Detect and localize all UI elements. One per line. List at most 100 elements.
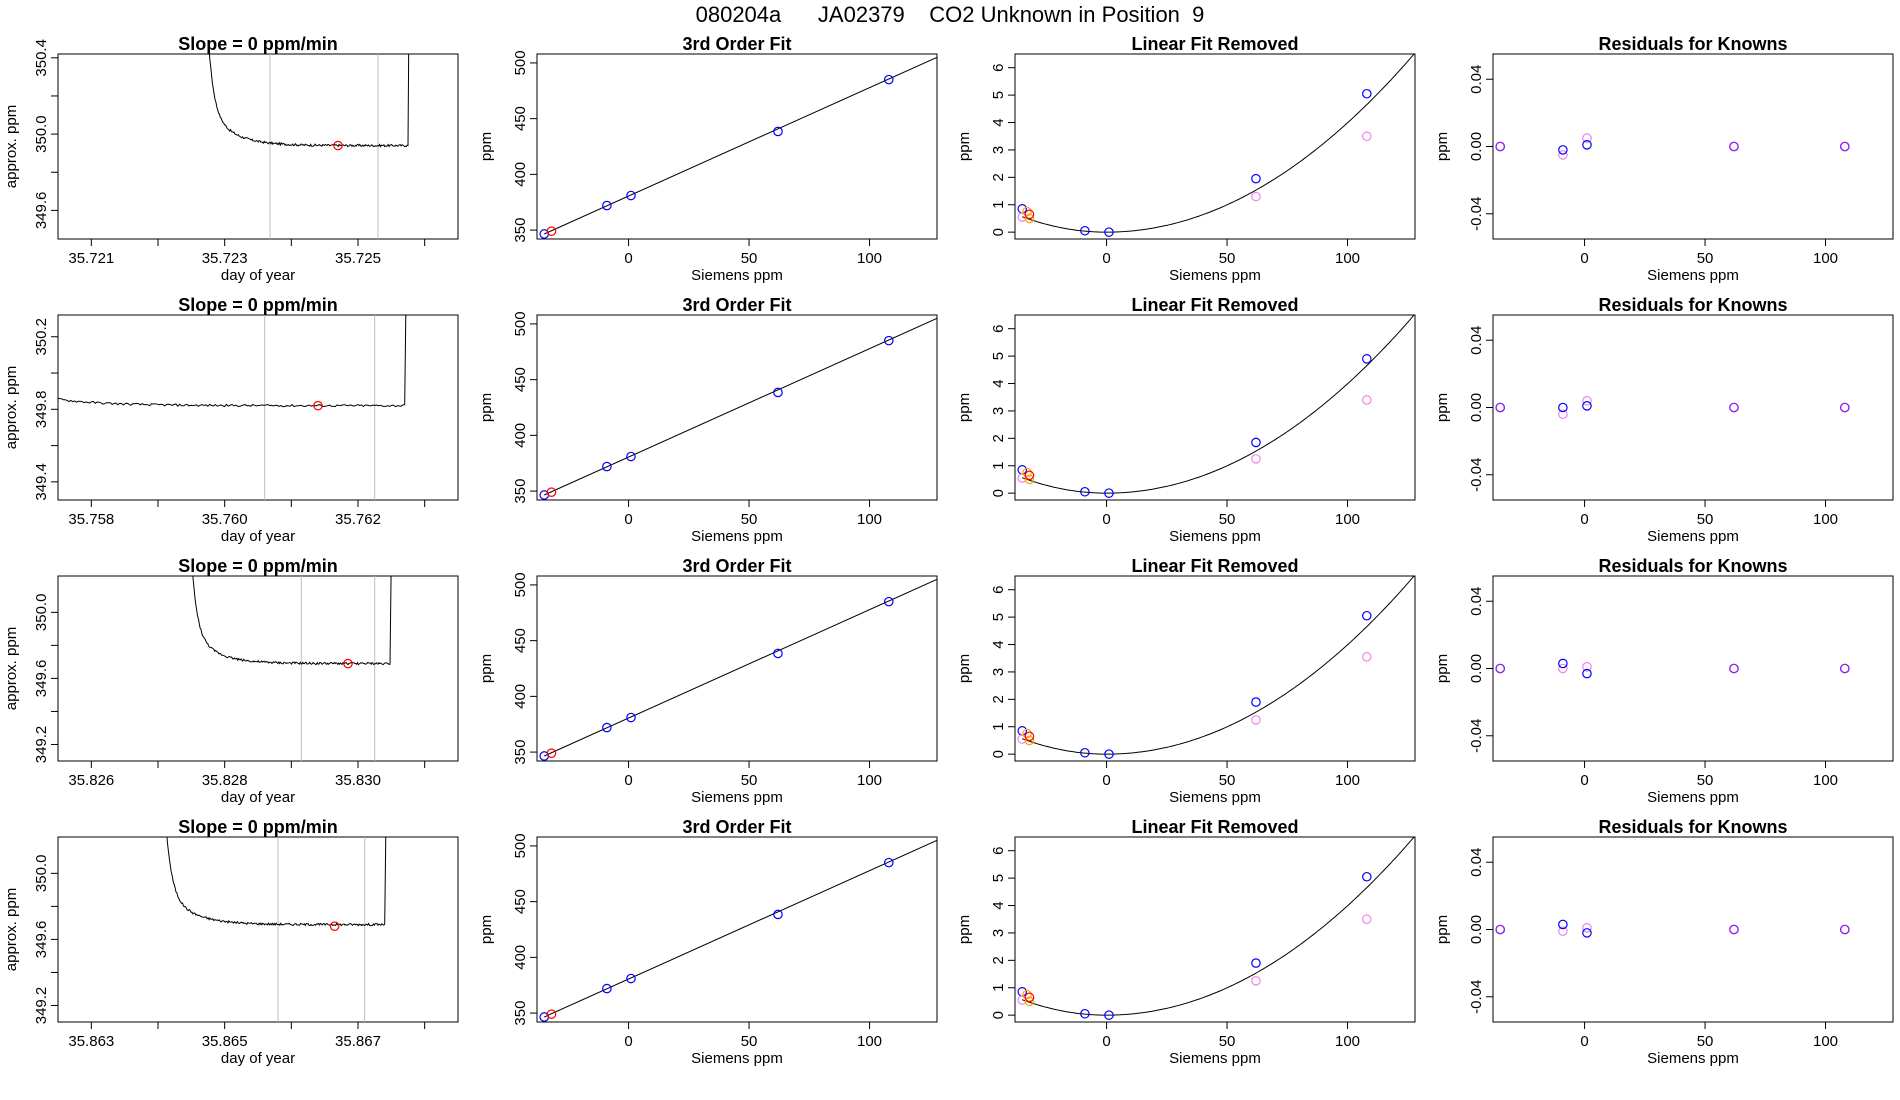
y-tick-label: 2 bbox=[990, 695, 1007, 703]
unknown-mean-marker bbox=[343, 658, 353, 669]
y-axis-label: approx. ppm bbox=[3, 366, 20, 449]
orange-point bbox=[1024, 474, 1035, 485]
unknown-point bbox=[546, 226, 557, 236]
plot-area bbox=[1017, 576, 1415, 759]
plot-frame bbox=[57, 836, 459, 1023]
panel-title: 3rd Order Fit bbox=[682, 34, 791, 54]
y-tick-label: -0.04 bbox=[1468, 980, 1485, 1014]
x-axis-label: Siemens ppm bbox=[691, 528, 783, 545]
previous-fit-point bbox=[1362, 652, 1372, 662]
y-tick-label: 5 bbox=[990, 91, 1007, 99]
plot-area bbox=[1495, 395, 1850, 420]
y-axis: 349.4 349.8 350.2 approx. ppm bbox=[3, 318, 58, 501]
x-tick-label: 0 bbox=[1580, 1033, 1588, 1050]
y-tick-label: 450 bbox=[512, 628, 529, 653]
standard-point bbox=[1362, 88, 1372, 99]
y-tick-label: 2 bbox=[990, 434, 1007, 442]
residual-point bbox=[1558, 145, 1568, 155]
y-axis-label: ppm bbox=[478, 654, 495, 683]
y-axis: 349.2 349.6 350.0 approx. ppm bbox=[3, 594, 58, 763]
x-tick-label: 50 bbox=[1697, 1033, 1714, 1050]
standard-point bbox=[1017, 987, 1028, 997]
panel-linear-row3: Linear Fit Removed 0 50 100 Siemens ppm 0 1 2 3 4… bbox=[956, 556, 1416, 806]
standard-point bbox=[1104, 1010, 1114, 1020]
x-tick-label: 100 bbox=[857, 511, 882, 528]
residual-curve bbox=[1022, 576, 1415, 755]
residual-point-alt bbox=[1582, 662, 1592, 672]
y-tick-label: 3 bbox=[990, 146, 1007, 154]
y-tick-label: 4 bbox=[990, 379, 1007, 387]
plot-area bbox=[1495, 658, 1850, 679]
residual-point-overlap bbox=[1495, 663, 1506, 674]
y-tick-label: 349.6 bbox=[33, 660, 50, 698]
x-tick-label: 100 bbox=[1335, 250, 1360, 267]
panel-title: Residuals for Knowns bbox=[1598, 34, 1787, 54]
y-axis: -0.04 0.00 0.04 ppm bbox=[1434, 65, 1493, 231]
y-tick-label: 0.00 bbox=[1468, 393, 1485, 422]
panel-title: Slope = 0 ppm/min bbox=[178, 295, 338, 315]
residual-point-alt bbox=[1582, 923, 1592, 933]
panel-timeseries-row2: Slope = 0 ppm/min 35.758 35.760 35.762 day o… bbox=[3, 295, 459, 545]
y-tick-label: 0 bbox=[990, 1011, 1007, 1019]
plot-area bbox=[539, 578, 937, 761]
x-axis-label: day of year bbox=[221, 789, 295, 806]
y-axis-label: ppm bbox=[1434, 393, 1451, 422]
panel-fit-row3: 3rd Order Fit 0 50 100 Siemens ppm 350 400 450 5… bbox=[478, 556, 938, 806]
x-tick-label: 35.830 bbox=[335, 772, 381, 789]
orange-point bbox=[1024, 735, 1035, 746]
standard-point bbox=[1104, 749, 1114, 759]
standard-point bbox=[1017, 465, 1028, 475]
panel-title: Residuals for Knowns bbox=[1598, 817, 1787, 837]
plot-frame bbox=[57, 314, 459, 501]
x-tick-label: 35.828 bbox=[202, 772, 248, 789]
plot-area bbox=[539, 317, 937, 500]
residual-point bbox=[1582, 928, 1592, 938]
panel-residual-row1: Residuals for Knowns 0 50 100 Siemens ppm -0.… bbox=[1434, 34, 1894, 284]
page-title: 080204a JA02379 CO2 Unknown in Position … bbox=[695, 2, 1205, 27]
plot-frame bbox=[1014, 53, 1416, 240]
x-tick-label: 100 bbox=[1335, 1033, 1360, 1050]
x-axis: 35.758 35.760 35.762 day of year bbox=[68, 500, 426, 545]
y-axis: 350 400 450 500 ppm bbox=[478, 833, 537, 1026]
x-tick-label: 35.867 bbox=[335, 1033, 381, 1050]
y-tick-label: 500 bbox=[512, 833, 529, 858]
x-tick-label: 35.723 bbox=[202, 250, 248, 267]
y-tick-label: 500 bbox=[512, 572, 529, 597]
panel-title: 3rd Order Fit bbox=[682, 295, 791, 315]
unknown-point bbox=[1024, 731, 1035, 742]
residual-point-overlap bbox=[1840, 141, 1850, 152]
residual-point-overlap bbox=[1729, 663, 1739, 674]
y-tick-label: -0.04 bbox=[1468, 458, 1485, 492]
x-tick-label: 100 bbox=[857, 772, 882, 789]
y-axis-label: ppm bbox=[956, 393, 973, 422]
residual-point-alt bbox=[1558, 409, 1568, 420]
residual-curve bbox=[1022, 837, 1415, 1016]
fit-curve bbox=[544, 56, 937, 235]
unknown-point bbox=[546, 487, 557, 497]
x-tick-label: 50 bbox=[741, 1033, 758, 1050]
y-tick-label: 0.00 bbox=[1468, 132, 1485, 161]
x-tick-label: 35.865 bbox=[202, 1033, 248, 1050]
standard-point bbox=[773, 909, 783, 920]
x-axis: 35.826 35.828 35.830 day of year bbox=[68, 761, 426, 806]
x-tick-label: 35.863 bbox=[68, 1033, 114, 1050]
y-tick-label: 1 bbox=[990, 462, 1007, 470]
residual-point-alt bbox=[1558, 926, 1568, 936]
y-axis: -0.04 0.00 0.04 ppm bbox=[1434, 848, 1493, 1014]
x-axis: 35.863 35.865 35.867 day of year bbox=[68, 1022, 426, 1067]
residual-point-overlap bbox=[1840, 663, 1850, 674]
x-axis: 0 50 100 Siemens ppm bbox=[624, 239, 882, 284]
panel-fit-row4: 3rd Order Fit 0 50 100 Siemens ppm 350 400 450 5… bbox=[478, 817, 938, 1067]
x-axis-label: day of year bbox=[221, 1050, 295, 1067]
panel-fit-row2: 3rd Order Fit 0 50 100 Siemens ppm 350 400 450 5… bbox=[478, 295, 938, 545]
x-axis: 0 50 100 Siemens ppm bbox=[1102, 761, 1360, 806]
standard-point bbox=[602, 983, 612, 994]
y-tick-label: 4 bbox=[990, 118, 1007, 126]
y-tick-label: 500 bbox=[512, 311, 529, 336]
y-tick-label: 349.6 bbox=[33, 192, 50, 230]
standard-point bbox=[1080, 1008, 1090, 1019]
standard-point bbox=[626, 973, 636, 984]
fit-curve bbox=[544, 317, 937, 496]
standard-point bbox=[626, 190, 636, 201]
residual-point-overlap bbox=[1729, 402, 1739, 413]
